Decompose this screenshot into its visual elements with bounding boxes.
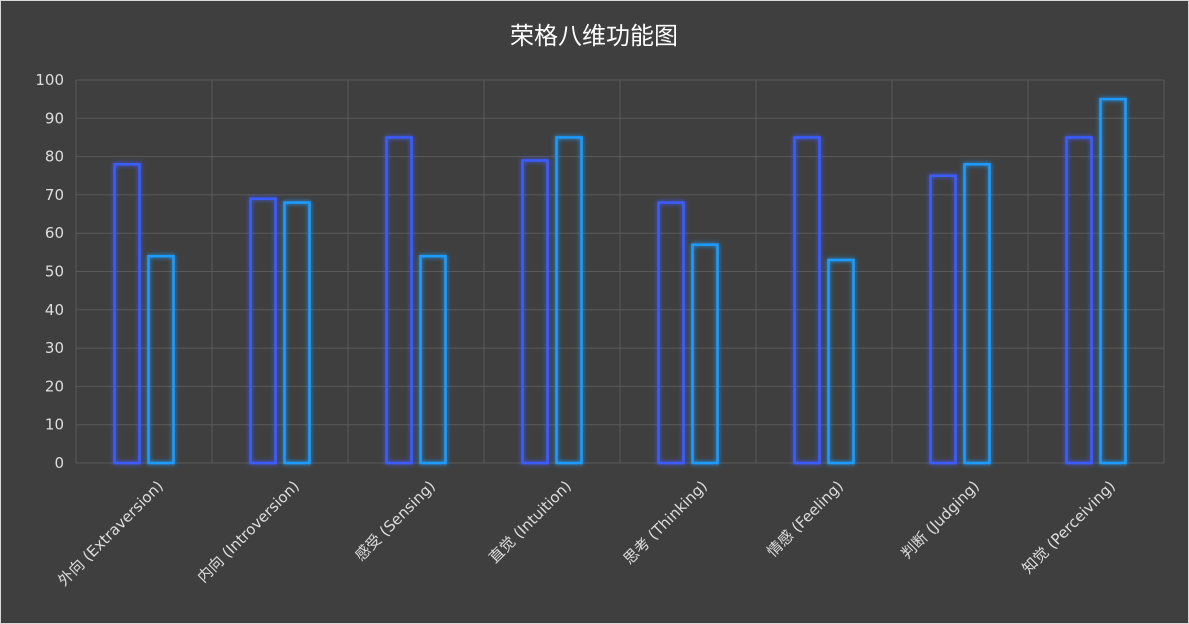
bar-series1-3 — [385, 136, 413, 465]
y-tick-label: 40 — [45, 301, 64, 319]
y-tick-label: 0 — [54, 454, 64, 472]
y-tick-label: 100 — [35, 71, 64, 89]
y-tick-label: 60 — [45, 224, 64, 242]
bar-series1-1 — [113, 163, 141, 465]
y-axis-ticks: 0 10 20 30 40 50 60 70 80 90 100 — [35, 71, 64, 472]
x-tick-label: 感受 (Sensing) — [351, 477, 439, 565]
y-tick-label: 20 — [45, 377, 64, 395]
y-tick-label: 30 — [45, 339, 64, 357]
bar-series2-8 — [1099, 97, 1127, 465]
bar-series2-5 — [691, 243, 719, 465]
x-axis-ticks: 外向 (Extraversion) 内向 (Introversion) 感受 (Se… — [54, 477, 1118, 589]
y-tick-label: 90 — [45, 109, 64, 127]
y-tick-label: 80 — [45, 148, 64, 166]
bar-series2-1 — [147, 254, 175, 465]
bar-series2-4 — [555, 136, 583, 465]
y-tick-label: 10 — [45, 416, 64, 434]
bar-series2-7 — [963, 163, 991, 465]
bar-series2-3 — [419, 254, 447, 465]
x-tick-label: 外向 (Extraversion) — [54, 477, 166, 589]
grid — [75, 79, 1165, 464]
bar-series2-2 — [283, 201, 311, 465]
x-tick-label: 判断 (Judging) — [898, 477, 983, 562]
bar-series1-4 — [521, 159, 549, 465]
chart-title: 荣格八维功能图 — [510, 22, 678, 50]
x-tick-label: 直觉 (Intuition) — [485, 477, 575, 567]
x-tick-label: 情感 (Feeling) — [763, 477, 847, 561]
y-tick-label: 70 — [45, 186, 64, 204]
bar-series2-6 — [827, 258, 855, 465]
bar-series1-2 — [249, 197, 277, 465]
x-tick-label: 内向 (Introversion) — [194, 477, 303, 586]
y-tick-label: 50 — [45, 263, 64, 281]
bar-series1-6 — [793, 136, 821, 465]
x-tick-label: 知觉 (Perceiving) — [1019, 477, 1119, 577]
bars — [113, 97, 1127, 465]
x-tick-label: 思考 (Thinking) — [620, 477, 711, 568]
bar-series1-5 — [657, 201, 685, 465]
bar-series1-8 — [1065, 136, 1093, 465]
bar-series1-7 — [929, 174, 957, 465]
